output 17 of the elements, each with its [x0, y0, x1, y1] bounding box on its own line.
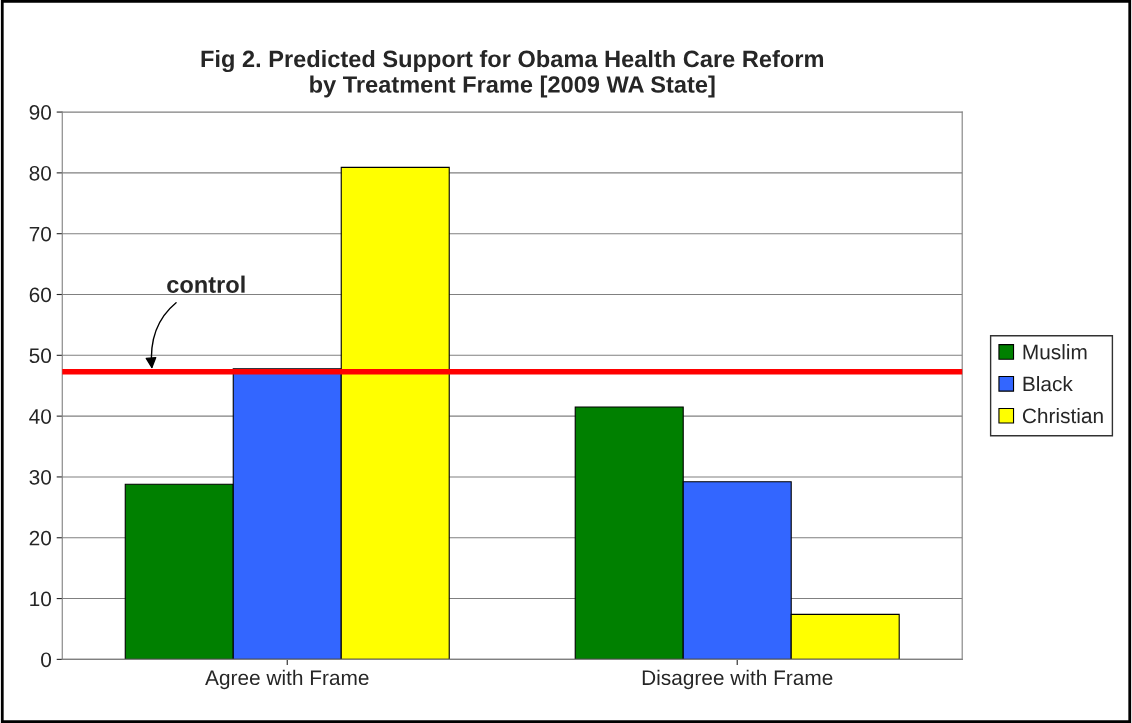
legend-label: Black	[1023, 376, 1073, 392]
y-tick-label: 90	[29, 105, 52, 120]
x-tick-label: Disagree with Frame	[642, 669, 833, 690]
ref-line-label: control	[167, 275, 245, 293]
y-tick-label: 20	[29, 530, 52, 546]
y-tick-label: 30	[29, 469, 52, 485]
chart-title: Fig 2. Predicted Support for Obama Health Care Reform by Treatment Frame [2009 WA State]	[201, 49, 824, 98]
legend-label: Muslim	[1023, 344, 1087, 360]
legend-label: Christian	[1022, 407, 1103, 424]
y-tick-label: 40	[29, 409, 52, 424]
y-tick-label: 60	[29, 287, 52, 303]
y-tick-label: 10	[30, 591, 52, 607]
y-tick-label: 70	[29, 226, 52, 242]
y-tick-label: 80	[29, 165, 52, 181]
y-tick-label: 0	[41, 652, 52, 668]
x-tick-label: Agree with Frame	[205, 669, 369, 690]
y-tick-label: 50	[29, 348, 52, 364]
